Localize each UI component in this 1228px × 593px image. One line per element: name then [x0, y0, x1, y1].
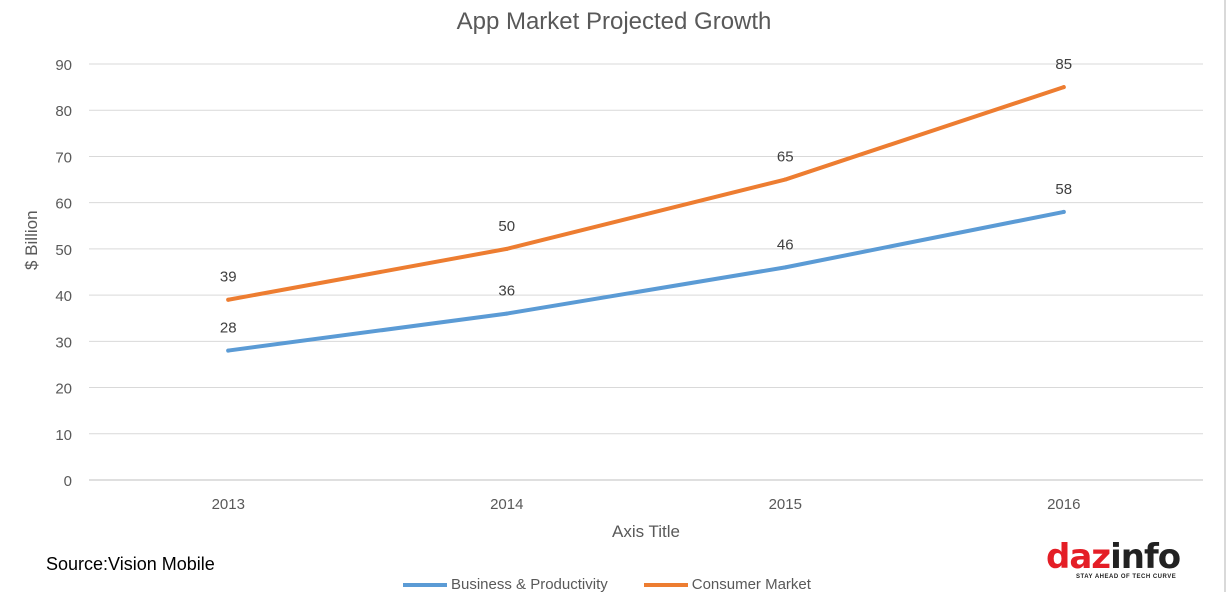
legend-swatch	[403, 582, 447, 587]
x-tick-label: 2013	[212, 496, 245, 513]
y-tick-label: 60	[55, 196, 72, 213]
y-tick-label: 90	[55, 57, 72, 74]
series-line	[226, 209, 1066, 353]
source-note: Source:Vision Mobile	[46, 554, 215, 574]
data-point	[783, 265, 788, 270]
y-tick-label: 20	[55, 381, 72, 398]
y-tick-label: 80	[55, 103, 72, 120]
data-label: 36	[498, 283, 515, 300]
data-point	[504, 246, 509, 251]
data-label: 39	[220, 269, 237, 286]
data-label: 65	[777, 149, 794, 166]
chart-title: App Market Projected Growth	[456, 8, 772, 35]
legend-item: Business & Productivity	[403, 576, 608, 593]
data-point	[1061, 85, 1066, 90]
data-point	[504, 311, 509, 316]
data-point	[783, 177, 788, 182]
legend: Business & Productivity Consumer Market	[403, 576, 811, 593]
x-tick-label: 2016	[1047, 496, 1080, 513]
x-tick-label: 2014	[490, 496, 523, 513]
dazeinfo-logo: dazinfo STAY AHEAD OF TECH CURVE	[1046, 538, 1196, 588]
logo-highlight: info	[1110, 537, 1181, 577]
data-point	[1061, 209, 1066, 214]
legend-label: Consumer Market	[691, 576, 811, 593]
y-tick-label: 70	[55, 149, 72, 166]
logo-main: daz	[1046, 537, 1111, 577]
series-line	[226, 85, 1066, 302]
x-axis-label: Axis Title	[611, 522, 681, 541]
logo-tagline: STAY AHEAD OF TECH CURVE	[1076, 574, 1177, 580]
data-label: 28	[220, 320, 237, 337]
data-point	[226, 297, 231, 302]
frame-border	[1224, 0, 1226, 592]
data-label: 58	[1055, 181, 1072, 198]
legend-item: Consumer Market	[643, 576, 811, 593]
data-label: 85	[1055, 56, 1072, 73]
y-tick-label: 10	[55, 427, 72, 444]
x-tick-label: 2015	[769, 496, 802, 513]
data-point	[226, 348, 231, 353]
legend-label: Business & Productivity	[451, 576, 608, 593]
data-label: 50	[498, 218, 515, 235]
y-tick-label: 0	[64, 473, 72, 490]
data-label: 46	[777, 236, 794, 253]
y-tick-label: 50	[55, 242, 72, 259]
y-tick-label: 30	[55, 334, 72, 351]
legend-swatch	[643, 582, 688, 587]
y-tick-label: 40	[55, 288, 72, 305]
